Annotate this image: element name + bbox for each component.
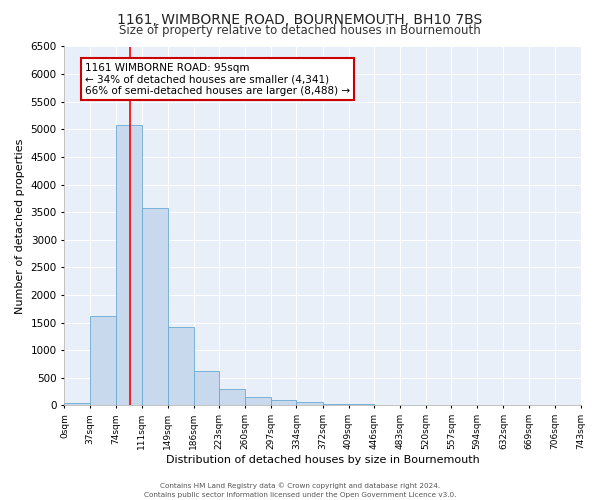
Text: Contains HM Land Registry data © Crown copyright and database right 2024.: Contains HM Land Registry data © Crown c… — [160, 482, 440, 489]
X-axis label: Distribution of detached houses by size in Bournemouth: Distribution of detached houses by size … — [166, 455, 479, 465]
Text: Size of property relative to detached houses in Bournemouth: Size of property relative to detached ho… — [119, 24, 481, 37]
Bar — [64, 402, 90, 406]
Bar — [90, 316, 116, 406]
Text: 1161, WIMBORNE ROAD, BOURNEMOUTH, BH10 7BS: 1161, WIMBORNE ROAD, BOURNEMOUTH, BH10 7… — [118, 12, 482, 26]
Bar — [142, 208, 168, 406]
Bar — [116, 125, 142, 406]
Bar — [194, 371, 220, 406]
Bar — [296, 402, 323, 406]
Bar — [220, 389, 245, 406]
Bar — [245, 397, 271, 406]
Bar — [323, 404, 349, 406]
Bar — [168, 327, 194, 406]
Bar — [271, 400, 296, 406]
Bar — [349, 404, 374, 406]
Y-axis label: Number of detached properties: Number of detached properties — [15, 138, 25, 314]
Text: Contains public sector information licensed under the Open Government Licence v3: Contains public sector information licen… — [144, 492, 456, 498]
Text: 1161 WIMBORNE ROAD: 95sqm
← 34% of detached houses are smaller (4,341)
66% of se: 1161 WIMBORNE ROAD: 95sqm ← 34% of detac… — [85, 62, 350, 96]
